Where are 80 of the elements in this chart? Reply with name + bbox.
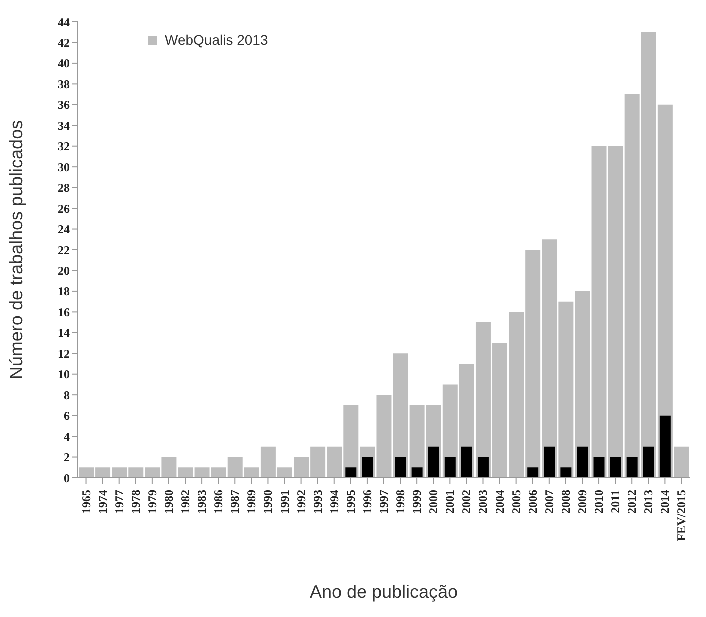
bar bbox=[461, 446, 472, 478]
bar bbox=[626, 457, 638, 478]
bar bbox=[643, 446, 654, 478]
x-tick-label: 1996 bbox=[360, 490, 374, 514]
x-tick-label: 2010 bbox=[592, 490, 606, 514]
x-tick-label: 2011 bbox=[608, 490, 623, 514]
bar bbox=[395, 457, 406, 478]
y-tick-label: 14 bbox=[58, 326, 70, 340]
x-tick-label: 2000 bbox=[426, 490, 441, 514]
x-tick-label: 2007 bbox=[542, 490, 556, 514]
bar bbox=[594, 457, 605, 478]
y-tick-label: 18 bbox=[58, 284, 70, 299]
y-tick-label: 22 bbox=[58, 243, 70, 258]
x-tick-label: 2004 bbox=[492, 490, 507, 514]
bar bbox=[346, 468, 357, 478]
x-tick-label: 1998 bbox=[394, 490, 408, 514]
x-tick-label: 1999 bbox=[410, 490, 424, 514]
x-tick-label: 1992 bbox=[294, 490, 308, 514]
y-tick-label: 10 bbox=[58, 368, 70, 382]
y-tick-label: 16 bbox=[58, 305, 70, 320]
x-tick-label: 1993 bbox=[310, 490, 325, 514]
y-tick-label: 34 bbox=[58, 118, 70, 133]
x-tick-label: 1979 bbox=[145, 490, 160, 514]
bar bbox=[560, 468, 572, 478]
y-tick-label: 8 bbox=[64, 388, 70, 402]
bar bbox=[528, 468, 539, 478]
bar bbox=[444, 457, 456, 478]
y-tick-label: 38 bbox=[58, 77, 70, 92]
legend-label: WebQualis 2013 bbox=[165, 32, 268, 48]
y-tick-label: 4 bbox=[64, 430, 70, 444]
y-tick-label: 28 bbox=[58, 181, 70, 196]
x-tick-label: 2003 bbox=[476, 490, 490, 514]
bar bbox=[660, 416, 671, 478]
y-tick-label: 12 bbox=[58, 346, 70, 361]
bar bbox=[362, 457, 374, 478]
x-tick-label: 1997 bbox=[377, 490, 391, 514]
x-tick-label: 1995 bbox=[344, 490, 358, 514]
x-tick-label: 1965 bbox=[79, 490, 94, 514]
x-tick-label: 1978 bbox=[128, 490, 143, 514]
y-tick-label: 44 bbox=[58, 15, 70, 30]
x-tick-label: 2006 bbox=[526, 490, 540, 514]
x-tick-label: 1989 bbox=[244, 490, 259, 514]
bar bbox=[428, 446, 440, 478]
bar bbox=[544, 446, 556, 478]
y-tick-label: 20 bbox=[58, 264, 70, 278]
x-tick-label: 1994 bbox=[327, 490, 342, 514]
y-tick-label: 26 bbox=[58, 202, 70, 216]
bar bbox=[610, 457, 622, 478]
x-tick-label: 1987 bbox=[228, 490, 242, 514]
x-tick-label: 1977 bbox=[112, 490, 126, 514]
y-tick-label: 32 bbox=[58, 140, 70, 154]
x-tick-label: 1991 bbox=[278, 490, 292, 514]
x-tick-label: 2012 bbox=[625, 490, 640, 514]
bar bbox=[577, 446, 588, 478]
y-tick-label: 36 bbox=[58, 98, 70, 112]
y-tick-label: 0 bbox=[64, 471, 70, 486]
bar bbox=[412, 468, 423, 478]
x-tick-label: 1986 bbox=[212, 490, 226, 514]
x-axis-title: Ano de publicação bbox=[310, 582, 458, 602]
y-axis-title: Número de trabalhos publicados bbox=[6, 120, 26, 380]
x-tick-label: FEV/2015 bbox=[674, 490, 689, 542]
y-tick-label: 40 bbox=[58, 56, 70, 71]
x-tick-label: 2009 bbox=[575, 490, 590, 514]
y-tick-label: 6 bbox=[64, 409, 70, 424]
x-tick-label: 2001 bbox=[443, 490, 458, 514]
x-tick-label: 2008 bbox=[558, 490, 573, 514]
x-tick-label: 2005 bbox=[509, 490, 524, 514]
bar bbox=[478, 457, 489, 478]
y-tick-label: 2 bbox=[64, 450, 70, 465]
x-tick-label: 1990 bbox=[261, 490, 276, 514]
x-tick-label: 2013 bbox=[642, 490, 656, 514]
x-tick-label: 1974 bbox=[96, 490, 110, 514]
x-tick-label: 1982 bbox=[178, 490, 193, 514]
x-tick-label: 2014 bbox=[658, 490, 672, 514]
x-tick-label: 1983 bbox=[195, 490, 210, 514]
y-tick-label: 30 bbox=[58, 160, 70, 174]
y-tick-label: 24 bbox=[58, 222, 70, 237]
x-tick-label: 2002 bbox=[460, 490, 474, 514]
y-tick-label: 42 bbox=[58, 36, 70, 50]
x-tick-label: 1980 bbox=[162, 490, 176, 514]
